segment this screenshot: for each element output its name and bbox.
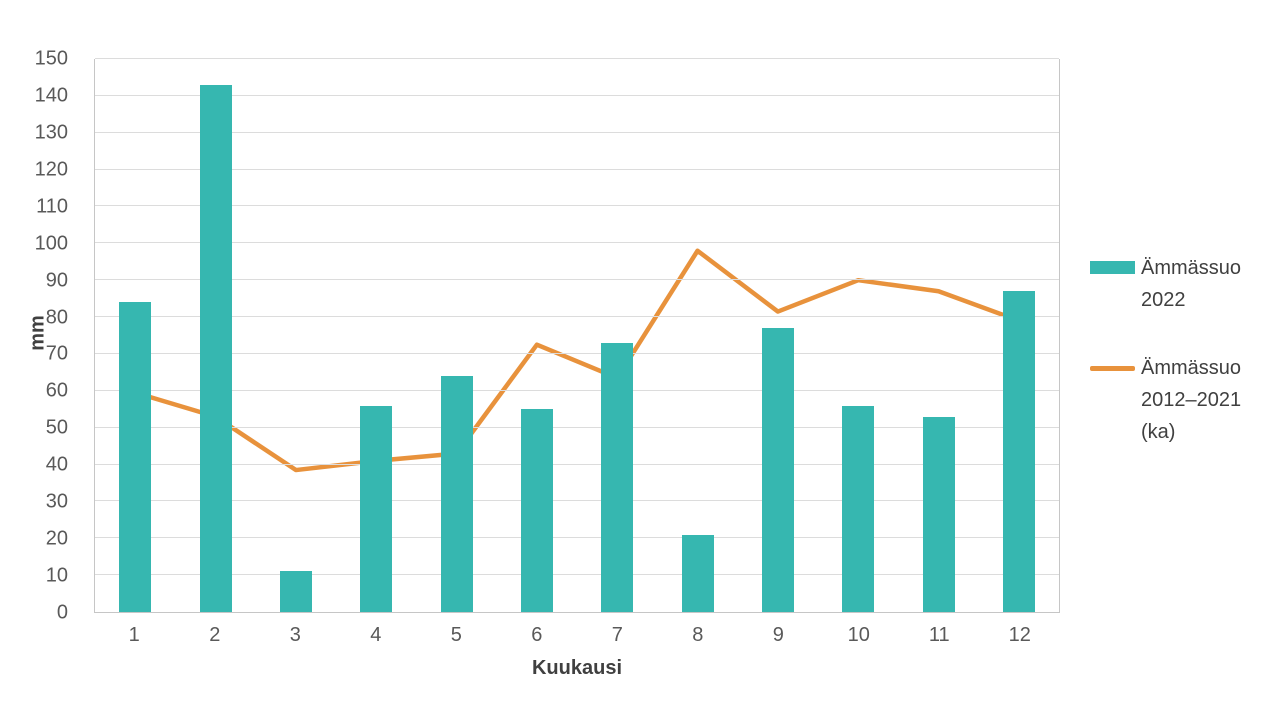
- legend-item-ammassuo-2012-2021: Ämmässuo 2012–2021 (ka): [1090, 352, 1276, 448]
- y-axis-tick-label: 60: [45, 379, 68, 402]
- gridline: [95, 352, 1059, 354]
- y-axis-tick-label: 10: [45, 564, 68, 587]
- x-axis-tick-label: 10: [847, 624, 870, 646]
- gridline: [95, 279, 1059, 281]
- bar-month-2: [199, 84, 232, 612]
- x-axis-tick-label: 8: [692, 624, 704, 646]
- gridline: [95, 463, 1059, 465]
- x-axis-tick-label: 11: [928, 624, 950, 646]
- y-axis-tick-label: 110: [36, 195, 68, 218]
- gridline: [95, 205, 1059, 207]
- bar-month-5: [440, 376, 473, 612]
- bar-month-4: [360, 405, 393, 612]
- x-axis-tick-label: 5: [450, 624, 462, 646]
- gridline: [95, 58, 1059, 59]
- bar-series-swatch-icon: [1090, 261, 1135, 274]
- legend-label: Ämmässuo 2012–2021 (ka): [1141, 357, 1242, 443]
- gridline: [95, 168, 1059, 170]
- bar-month-7: [601, 342, 634, 612]
- x-axis-tick-label: 12: [1008, 624, 1031, 646]
- gridline: [95, 574, 1059, 576]
- y-axis: 0 10 20 30 40 50 60 70 80 90 100 110 120 130 140 150: [0, 48, 81, 624]
- legend-swatch-col: [1090, 352, 1135, 371]
- bar-month-10: [842, 405, 875, 612]
- y-axis-title: mm: [26, 315, 49, 351]
- plot-area: [94, 58, 1060, 613]
- bar-month-12: [1002, 291, 1035, 612]
- x-axis-title: Kuukausi: [531, 657, 623, 679]
- gridline: [95, 242, 1059, 244]
- x-axis-tick-label: 4: [370, 624, 382, 646]
- bar-month-1: [119, 302, 152, 612]
- y-axis-tick-label: 70: [45, 342, 68, 365]
- y-axis-tick-label: 150: [34, 47, 68, 70]
- y-axis-tick-label: 20: [45, 527, 68, 550]
- x-axis: 1 2 3 4 5 6 7 8 9 10 11 12: [94, 624, 1060, 650]
- line-series: [132, 248, 1022, 473]
- y-axis-tick-label: 130: [34, 121, 68, 144]
- x-axis-tick-label: 7: [611, 624, 623, 646]
- x-axis-tick-label: 6: [531, 624, 543, 646]
- y-axis-tick-label: 40: [45, 453, 68, 476]
- bar-month-11: [922, 416, 955, 612]
- bar-month-3: [279, 571, 312, 612]
- y-axis-tick-label: 50: [45, 416, 68, 439]
- gridline: [95, 426, 1059, 428]
- gridline: [95, 537, 1059, 539]
- bar-month-8: [681, 534, 714, 612]
- y-axis-tick-label: 120: [34, 158, 68, 181]
- gridline: [95, 94, 1059, 96]
- line-series-swatch-icon: [1090, 366, 1135, 371]
- x-axis-tick-label: 3: [289, 624, 301, 646]
- legend-swatch-col: [1090, 252, 1135, 274]
- x-axis-tick-label: 9: [772, 624, 784, 646]
- x-axis-tick-label: 1: [128, 624, 140, 646]
- legend-label: Ämmässuo 2022: [1141, 257, 1242, 311]
- bar-month-9: [761, 328, 794, 612]
- y-axis-tick-label: 80: [45, 306, 68, 329]
- x-axis-tick-label: 2: [209, 624, 221, 646]
- line-path: [132, 248, 1022, 473]
- legend-item-ammassuo-2022: Ämmässuo 2022: [1090, 252, 1276, 316]
- legend: Ämmässuo 2022 Ämmässuo 2012–2021 (ka): [1090, 252, 1276, 448]
- y-axis-tick-label: 0: [56, 601, 68, 624]
- y-axis-tick-label: 90: [45, 269, 68, 292]
- y-axis-tick-label: 140: [34, 84, 68, 107]
- gridline: [95, 389, 1059, 391]
- gridline: [95, 131, 1059, 133]
- y-axis-tick-label: 30: [45, 490, 68, 513]
- gridline: [95, 500, 1059, 502]
- y-axis-tick-label: 100: [34, 232, 68, 255]
- bar-month-6: [520, 409, 553, 612]
- gridline: [95, 316, 1059, 318]
